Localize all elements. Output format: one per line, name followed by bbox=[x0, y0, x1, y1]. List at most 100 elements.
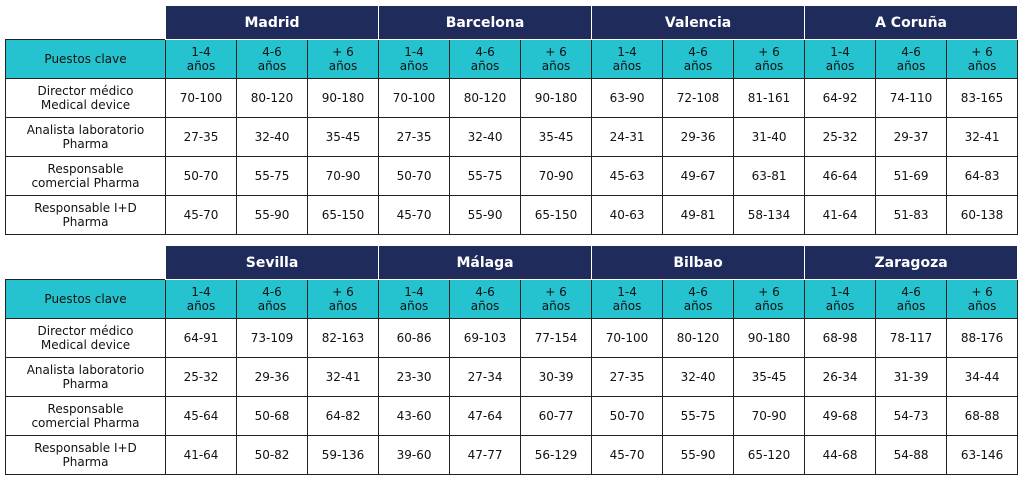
experience-header: + 6 años bbox=[946, 39, 1019, 79]
salary-cell: 90-180 bbox=[520, 78, 593, 118]
corner-header: Puestos clave bbox=[5, 279, 166, 319]
experience-header: 4-6 años bbox=[449, 279, 522, 319]
experience-header: 4-6 años bbox=[236, 39, 308, 79]
salary-cell: 31-40 bbox=[733, 117, 806, 157]
subheader-row: Puestos clave 1-4 años 4-6 años + 6 años 1-4… bbox=[5, 39, 1019, 79]
salary-cell: 74-110 bbox=[875, 78, 948, 118]
experience-header: 1-4 años bbox=[378, 279, 451, 319]
data-row: Director médico Medical device 64-91 73-10… bbox=[5, 318, 1019, 358]
salary-cell: 64-91 bbox=[165, 318, 237, 358]
salary-cell: 27-35 bbox=[165, 117, 237, 157]
salary-cell: 70-100 bbox=[591, 318, 664, 358]
salary-cell: 35-45 bbox=[733, 357, 806, 397]
salary-cell: 49-67 bbox=[662, 156, 735, 196]
salary-cell: 60-86 bbox=[378, 318, 451, 358]
salary-cell: 54-88 bbox=[875, 435, 948, 475]
salary-cell: 80-120 bbox=[236, 78, 308, 118]
salary-cell: 44-68 bbox=[804, 435, 877, 475]
salary-cell: 45-70 bbox=[165, 195, 237, 235]
salary-cell: 49-68 bbox=[804, 396, 877, 436]
salary-cell: 90-180 bbox=[306, 78, 380, 118]
role-cell: Director médico Medical device bbox=[5, 78, 166, 118]
salary-cell: 27-35 bbox=[378, 117, 451, 157]
salary-cell: 49-81 bbox=[662, 195, 735, 235]
experience-header: 1-4 años bbox=[165, 39, 237, 79]
salary-cell: 77-154 bbox=[520, 318, 593, 358]
salary-cell: 41-64 bbox=[165, 435, 237, 475]
salary-cell: 27-35 bbox=[591, 357, 664, 397]
salary-cell: 29-37 bbox=[875, 117, 948, 157]
data-row: Responsable I+D Pharma 41-64 50-82 59-136 39… bbox=[5, 435, 1019, 475]
salary-cell: 83-165 bbox=[946, 78, 1019, 118]
salary-cell: 63-81 bbox=[733, 156, 806, 196]
experience-header: 1-4 años bbox=[591, 39, 664, 79]
salary-cell: 40-63 bbox=[591, 195, 664, 235]
salary-cell: 80-120 bbox=[449, 78, 522, 118]
salary-cell: 41-64 bbox=[804, 195, 877, 235]
data-row: Analista laboratorio Pharma 25-32 29-36 32-… bbox=[5, 357, 1019, 397]
salary-cell: 70-90 bbox=[733, 396, 806, 436]
salary-cell: 25-32 bbox=[165, 357, 237, 397]
salary-cell: 50-82 bbox=[236, 435, 308, 475]
salary-cell: 64-82 bbox=[306, 396, 380, 436]
salary-cell: 46-64 bbox=[804, 156, 877, 196]
salary-cell: 30-39 bbox=[520, 357, 593, 397]
salary-cell: 55-90 bbox=[449, 195, 522, 235]
salary-cell: 88-176 bbox=[946, 318, 1019, 358]
data-row: Director médico Medical device 70-100 80-1… bbox=[5, 78, 1019, 118]
subheader-row: Puestos clave 1-4 años 4-6 años + 6 años 1-4… bbox=[5, 279, 1019, 319]
experience-header: + 6 años bbox=[306, 39, 380, 79]
salary-cell: 31-39 bbox=[875, 357, 948, 397]
experience-header: + 6 años bbox=[306, 279, 380, 319]
salary-cell: 64-83 bbox=[946, 156, 1019, 196]
experience-header: + 6 años bbox=[733, 279, 806, 319]
salary-cell: 24-31 bbox=[591, 117, 664, 157]
salary-cell: 54-73 bbox=[875, 396, 948, 436]
role-cell: Responsable I+D Pharma bbox=[5, 195, 166, 235]
salary-cell: 65-150 bbox=[306, 195, 380, 235]
experience-header: + 6 años bbox=[520, 39, 593, 79]
experience-header: 4-6 años bbox=[875, 39, 948, 79]
salary-cell: 51-69 bbox=[875, 156, 948, 196]
experience-header: 4-6 años bbox=[662, 39, 735, 79]
salary-cell: 58-134 bbox=[733, 195, 806, 235]
role-cell: Responsable I+D Pharma bbox=[5, 435, 166, 475]
salary-cell: 23-30 bbox=[378, 357, 451, 397]
salary-cell: 69-103 bbox=[449, 318, 522, 358]
salary-cell: 45-63 bbox=[591, 156, 664, 196]
salary-cell: 35-45 bbox=[306, 117, 380, 157]
salary-cell: 70-90 bbox=[520, 156, 593, 196]
salary-cell: 64-92 bbox=[804, 78, 877, 118]
salary-cell: 35-45 bbox=[520, 117, 593, 157]
city-row: Sevilla Málaga Bilbao Zaragoza bbox=[5, 245, 1019, 280]
salary-cell: 65-150 bbox=[520, 195, 593, 235]
salary-cell: 51-83 bbox=[875, 195, 948, 235]
salary-cell: 39-60 bbox=[378, 435, 451, 475]
salary-cell: 56-129 bbox=[520, 435, 593, 475]
data-row: Responsable I+D Pharma 45-70 55-90 65-150 45… bbox=[5, 195, 1019, 235]
salary-cell: 50-70 bbox=[591, 396, 664, 436]
city-header: Barcelona bbox=[378, 5, 593, 40]
salary-cell: 50-68 bbox=[236, 396, 308, 436]
salary-cell: 55-90 bbox=[236, 195, 308, 235]
experience-header: 1-4 años bbox=[804, 39, 877, 79]
salary-cell: 78-117 bbox=[875, 318, 948, 358]
data-row: Responsable comercial Pharma 50-70 55-75 70… bbox=[5, 156, 1019, 196]
salary-cell: 32-40 bbox=[449, 117, 522, 157]
city-header: Zaragoza bbox=[804, 245, 1019, 280]
data-row: Responsable comercial Pharma 45-64 50-68 64… bbox=[5, 396, 1019, 436]
experience-header: 4-6 años bbox=[236, 279, 308, 319]
salary-cell: 81-161 bbox=[733, 78, 806, 118]
role-cell: Analista laboratorio Pharma bbox=[5, 357, 166, 397]
salary-cell: 63-90 bbox=[591, 78, 664, 118]
experience-header: 1-4 años bbox=[591, 279, 664, 319]
city-header: Málaga bbox=[378, 245, 593, 280]
salary-cell: 32-40 bbox=[236, 117, 308, 157]
salary-cell: 59-136 bbox=[306, 435, 380, 475]
salary-cell: 55-75 bbox=[662, 396, 735, 436]
salary-cell: 45-70 bbox=[591, 435, 664, 475]
role-cell: Analista laboratorio Pharma bbox=[5, 117, 166, 157]
empty-corner bbox=[5, 5, 166, 40]
salary-cell: 55-90 bbox=[662, 435, 735, 475]
salary-cell: 43-60 bbox=[378, 396, 451, 436]
